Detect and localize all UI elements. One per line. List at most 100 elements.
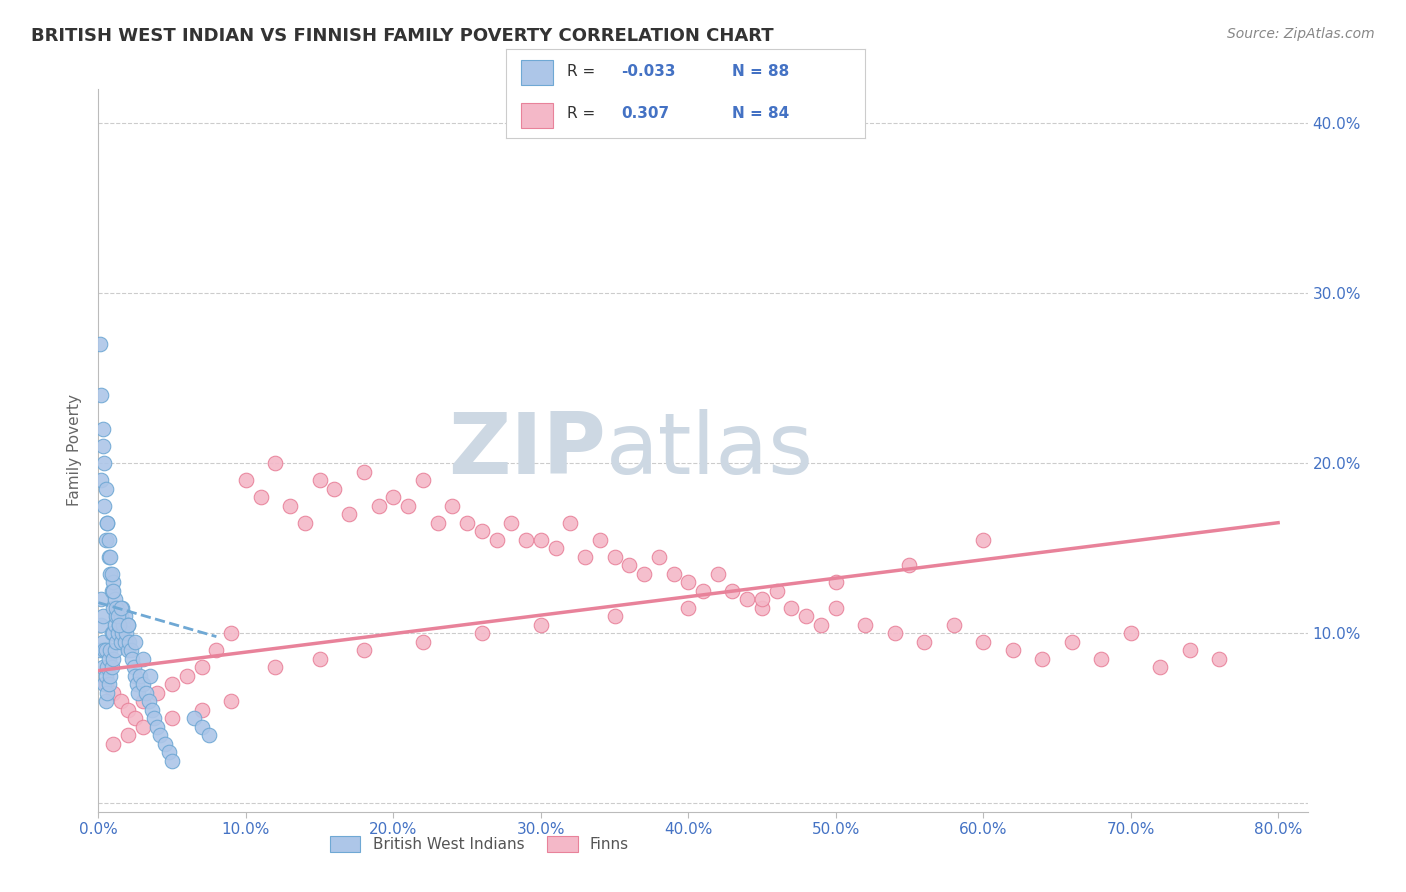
Point [515,533,537,547]
Point [219,694,242,708]
Point [456,516,478,530]
Point [101,575,124,590]
Point [89,337,111,351]
Point [138,694,160,708]
Point [353,643,375,657]
Point [93,643,115,657]
Point [101,600,124,615]
Point [294,516,316,530]
Point [125,677,148,691]
Point [912,634,935,648]
Point [97,651,120,665]
Point [96,516,118,530]
Point [128,669,150,683]
Point [898,558,921,573]
Point [143,711,166,725]
Point [110,694,132,708]
Text: -0.033: -0.033 [621,64,675,78]
Point [751,592,773,607]
Point [90,388,112,402]
Point [101,583,124,598]
Point [471,626,494,640]
Point [107,600,129,615]
Point [337,507,360,521]
Point [122,660,145,674]
Point [96,516,118,530]
Point [100,660,122,674]
Point [141,703,163,717]
Point [353,465,375,479]
Point [131,651,153,665]
Point [1178,643,1201,657]
Text: N = 84: N = 84 [733,106,789,120]
Text: BRITISH WEST INDIAN VS FINNISH FAMILY POVERTY CORRELATION CHART: BRITISH WEST INDIAN VS FINNISH FAMILY PO… [31,27,773,45]
Text: ZIP: ZIP [449,409,606,492]
Point [574,549,596,564]
Point [603,549,626,564]
Point [117,728,139,742]
Point [97,677,120,691]
Point [111,600,134,615]
Point [131,720,153,734]
Point [98,549,121,564]
Point [367,499,389,513]
Point [249,490,271,504]
Point [124,711,146,725]
Text: N = 88: N = 88 [733,64,789,78]
Point [100,566,122,581]
Point [91,660,114,674]
Point [751,600,773,615]
Point [692,583,714,598]
Point [883,626,905,640]
Point [104,617,127,632]
Point [100,583,122,598]
Point [90,473,112,487]
Point [942,617,965,632]
Point [176,669,198,683]
Text: 0.307: 0.307 [621,106,669,120]
Point [501,516,523,530]
Point [105,609,128,624]
Point [190,660,212,674]
Point [121,651,143,665]
Point [160,711,183,725]
Point [117,703,139,717]
Point [110,634,132,648]
Point [190,720,212,734]
Point [780,600,803,615]
Point [114,634,136,648]
Point [264,456,287,470]
Point [91,439,114,453]
Point [105,634,128,648]
Point [93,499,115,513]
Point [96,686,118,700]
Bar [520,103,553,128]
Point [1149,660,1171,674]
Point [619,558,641,573]
Point [90,617,112,632]
Point [721,583,744,598]
Point [107,609,129,624]
Point [110,600,132,615]
Point [146,720,169,734]
Point [98,566,121,581]
Point [108,617,131,632]
Point [89,643,111,657]
Point [104,592,127,607]
Point [308,473,330,487]
Point [94,694,117,708]
Point [108,617,131,632]
Point [131,677,153,691]
Point [90,592,112,607]
Point [648,549,671,564]
Point [94,482,117,496]
Point [146,686,169,700]
Point [115,626,138,640]
Point [124,669,146,683]
Point [93,677,115,691]
Point [824,575,846,590]
Text: atlas: atlas [606,409,814,492]
Point [104,643,127,657]
Point [678,600,700,615]
Point [96,660,118,674]
